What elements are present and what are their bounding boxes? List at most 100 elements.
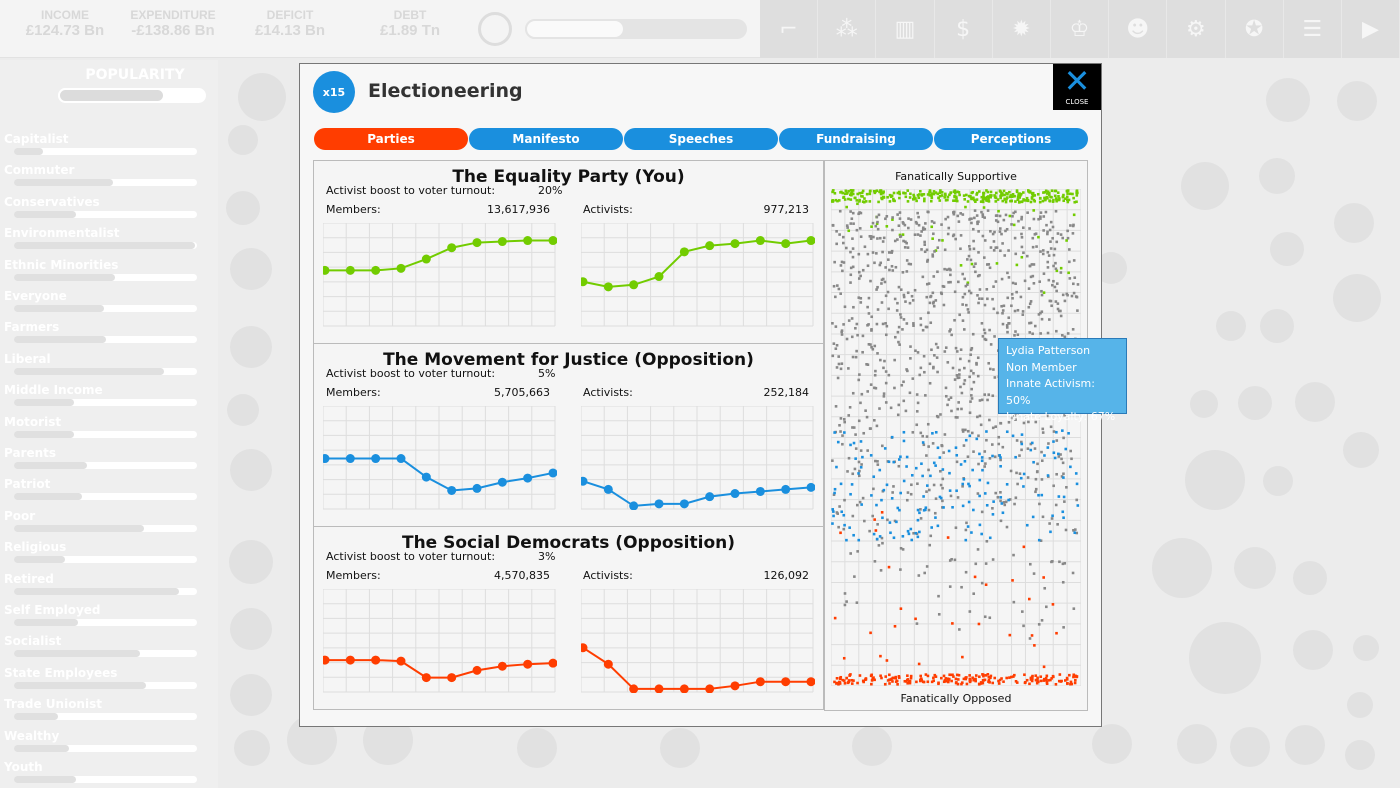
voter-dot[interactable]: [1025, 254, 1029, 258]
voter-dot[interactable]: [987, 197, 990, 201]
voter-dot[interactable]: [1065, 678, 1069, 681]
voter-dot[interactable]: [875, 424, 879, 428]
voter-dot[interactable]: [896, 213, 899, 216]
voter-dot[interactable]: [1011, 193, 1015, 196]
voter-dot[interactable]: [851, 355, 855, 359]
voter-dot[interactable]: [909, 345, 912, 348]
voter-dot[interactable]: [838, 423, 841, 427]
voter-dot[interactable]: [843, 603, 847, 607]
voter-dot[interactable]: [958, 628, 961, 631]
voter-dot[interactable]: [916, 482, 919, 486]
voter-dot[interactable]: [1067, 431, 1070, 435]
voter-dot[interactable]: [840, 333, 844, 336]
voter-dot[interactable]: [1040, 459, 1044, 463]
voter-dot[interactable]: [937, 238, 941, 242]
voter-dot[interactable]: [982, 194, 985, 197]
voter-dot[interactable]: [884, 675, 888, 678]
voter-dot[interactable]: [996, 495, 1000, 499]
voter-dot[interactable]: [968, 247, 972, 251]
voter-dot[interactable]: [905, 368, 908, 371]
voter-dot[interactable]: [878, 468, 882, 472]
voter-dot[interactable]: [908, 196, 912, 199]
voter-dot[interactable]: [922, 495, 925, 498]
voter-dot[interactable]: [1025, 523, 1029, 527]
voter-dot[interactable]: [1008, 190, 1011, 194]
voter-dot[interactable]: [1061, 510, 1065, 514]
voter-dot[interactable]: [1046, 331, 1050, 335]
voter-dot[interactable]: [831, 508, 835, 511]
voter-dot[interactable]: [978, 399, 982, 402]
voter-dot[interactable]: [1067, 271, 1070, 275]
voter-dot[interactable]: [989, 195, 992, 199]
voter-dot[interactable]: [923, 243, 927, 246]
voter-dot[interactable]: [944, 679, 948, 683]
voter-dot[interactable]: [893, 297, 897, 301]
voter-dot[interactable]: [884, 294, 888, 298]
voter-dot[interactable]: [983, 303, 987, 307]
voter-dot[interactable]: [934, 191, 938, 194]
policy-icon[interactable]: [230, 608, 272, 650]
voter-dot[interactable]: [879, 189, 882, 192]
voter-dot[interactable]: [921, 680, 925, 684]
voter-dot[interactable]: [1020, 236, 1024, 239]
voter-dot[interactable]: [842, 195, 846, 199]
voter-dot[interactable]: [984, 674, 988, 677]
voter-dot[interactable]: [1041, 252, 1045, 256]
voter-dot[interactable]: [913, 288, 917, 292]
voter-dot[interactable]: [930, 196, 934, 200]
voter-dot[interactable]: [893, 358, 896, 362]
voter-dot[interactable]: [1071, 232, 1075, 235]
voter-dot[interactable]: [1051, 283, 1054, 287]
voter-dot[interactable]: [966, 455, 970, 459]
voter-dot[interactable]: [860, 194, 863, 198]
voter-dot[interactable]: [1005, 324, 1009, 327]
voter-dot[interactable]: [882, 236, 886, 240]
voter-dot[interactable]: [970, 221, 973, 225]
voter-dot[interactable]: [985, 195, 989, 199]
voter-dot[interactable]: [948, 585, 952, 588]
voter-dot[interactable]: [1049, 240, 1052, 243]
voter-dot[interactable]: [877, 213, 881, 217]
policy-icon[interactable]: [1190, 390, 1218, 418]
voter-dot[interactable]: [835, 230, 838, 233]
voter-dot[interactable]: [884, 401, 888, 404]
voter-dot[interactable]: [955, 197, 958, 200]
voter-dot[interactable]: [1015, 471, 1018, 475]
voter-dot[interactable]: [928, 362, 932, 366]
policy-icon[interactable]: [1266, 78, 1310, 122]
voter-dot[interactable]: [834, 405, 838, 408]
voter-dot[interactable]: [1052, 279, 1055, 283]
voter-dot[interactable]: [1040, 619, 1044, 622]
voter-dot[interactable]: [930, 194, 933, 198]
voter-dot[interactable]: [892, 197, 895, 201]
voter-dot[interactable]: [869, 279, 872, 283]
voter-dot[interactable]: [1011, 434, 1015, 438]
voter-dot[interactable]: [1058, 673, 1062, 676]
voter-dot[interactable]: [1023, 199, 1026, 202]
voter-dot[interactable]: [960, 682, 963, 686]
voter-dot[interactable]: [847, 229, 851, 233]
voter-dot[interactable]: [857, 296, 861, 299]
voter-dot[interactable]: [843, 431, 846, 434]
voter-dot[interactable]: [968, 218, 971, 221]
voter-dot[interactable]: [984, 198, 988, 201]
voter-dot[interactable]: [991, 558, 995, 561]
voter-dot[interactable]: [975, 437, 979, 441]
voter-dot[interactable]: [872, 532, 876, 536]
voter-dot[interactable]: [866, 363, 870, 366]
voter-dot[interactable]: [833, 491, 836, 495]
voter-dot[interactable]: [1039, 250, 1042, 253]
voter-dot[interactable]: [1010, 304, 1013, 308]
voter-dot[interactable]: [1006, 296, 1010, 300]
voter-dot[interactable]: [919, 674, 922, 678]
voter-dot[interactable]: [932, 461, 936, 465]
voter-dot[interactable]: [1044, 189, 1048, 193]
voter-dot[interactable]: [981, 215, 985, 218]
voter-dot[interactable]: [991, 232, 995, 236]
voter-dot[interactable]: [1036, 676, 1039, 680]
voter-dot[interactable]: [1029, 442, 1033, 446]
voter-dot[interactable]: [1029, 321, 1033, 325]
voter-dot[interactable]: [1071, 192, 1074, 196]
voter-dot[interactable]: [850, 682, 854, 685]
voter-dot[interactable]: [876, 220, 879, 224]
